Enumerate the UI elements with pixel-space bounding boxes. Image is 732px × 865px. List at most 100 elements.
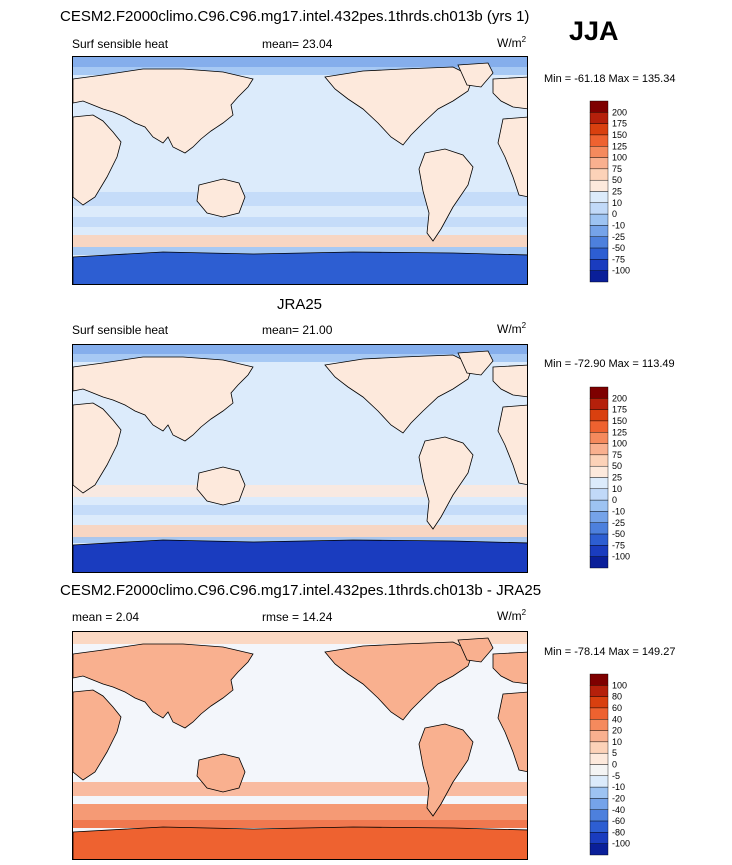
panel-2-units: W/m2 bbox=[497, 321, 527, 336]
continent-namerica bbox=[324, 641, 474, 721]
colorbar-swatch bbox=[589, 247, 609, 260]
panel-2-min-max: Min = -72.90 Max = 113.49 bbox=[544, 358, 675, 370]
colorbar-swatch bbox=[589, 157, 609, 170]
colorbar-swatch bbox=[589, 112, 609, 124]
colorbar-swatch bbox=[589, 522, 609, 535]
colorbar-tick-label: 200 bbox=[612, 393, 627, 403]
continent-europe bbox=[492, 364, 527, 398]
colorbar-swatch bbox=[589, 488, 609, 501]
colorbar-tick-label: 150 bbox=[612, 416, 627, 426]
panel-1-units: W/m2 bbox=[497, 35, 527, 50]
colorbar-swatch bbox=[589, 696, 609, 709]
colorbar-tick-label: -40 bbox=[612, 805, 625, 815]
field-band-0 bbox=[73, 632, 527, 644]
colorbar-swatch bbox=[589, 741, 609, 754]
colorbar-swatch bbox=[589, 123, 609, 136]
panel-3-units: W/m2 bbox=[497, 608, 527, 623]
colorbar-swatch bbox=[589, 191, 609, 204]
continent-greenland bbox=[457, 62, 494, 88]
colorbar-tick-label: 50 bbox=[612, 461, 622, 471]
colorbar-swatch bbox=[589, 843, 609, 856]
panel-2-mean-label: mean= 21.00 bbox=[262, 323, 333, 337]
colorbar-tick-label: 175 bbox=[612, 405, 627, 415]
panel-1-colorbar: 200 175 150 125 100 75 50 25 10 0 -10 -25 -50 -75 -100 bbox=[589, 100, 630, 283]
panel-1-variable-label: Surf sensible heat bbox=[72, 37, 169, 51]
colorbar-tick-label: 25 bbox=[612, 473, 622, 483]
colorbar-swatch bbox=[589, 409, 609, 422]
colorbar-tick-label: 25 bbox=[612, 187, 622, 197]
colorbar-tick-label: 75 bbox=[612, 450, 622, 460]
continent-eurasia bbox=[73, 68, 254, 154]
panel-3-title: CESM2.F2000climo.C96.C96.mg17.intel.432p… bbox=[60, 582, 542, 599]
continent-greenland bbox=[457, 637, 494, 663]
colorbar-swatch bbox=[589, 533, 609, 546]
colorbar-swatch bbox=[589, 752, 609, 765]
colorbar-swatch bbox=[589, 432, 609, 444]
colorbar-tick-label: -20 bbox=[612, 793, 625, 803]
panel-1-mean-label: mean= 23.04 bbox=[262, 37, 333, 51]
colorbar-swatch bbox=[589, 420, 609, 433]
colorbar-swatch bbox=[589, 556, 609, 569]
field-band-3 bbox=[73, 820, 527, 828]
colorbar-tick-label: 60 bbox=[612, 703, 622, 713]
colorbar-tick-label: -50 bbox=[612, 243, 625, 253]
colorbar-swatch bbox=[589, 134, 609, 147]
colorbar-tick-label: -10 bbox=[612, 506, 625, 516]
field-band-0 bbox=[73, 345, 527, 354]
colorbar-tick-label: 50 bbox=[612, 175, 622, 185]
continent-africa bbox=[73, 689, 527, 781]
colorbar-tick-label: 0 bbox=[612, 760, 617, 770]
colorbar-tick-label: -100 bbox=[612, 266, 630, 276]
colorbar-swatch bbox=[589, 465, 609, 478]
panel-1-min-max: Min = -61.18 Max = 135.34 bbox=[544, 73, 676, 85]
panel-2-colorbar: 200 175 150 125 100 75 50 25 10 0 -10 -25 -50 -75 -100 bbox=[589, 386, 630, 569]
colorbar-tick-label: 10 bbox=[612, 198, 622, 208]
field-band-3 bbox=[73, 505, 527, 515]
continent-australia bbox=[196, 753, 246, 793]
colorbar-tick-label: -75 bbox=[612, 540, 625, 550]
continent-namerica bbox=[324, 66, 474, 146]
field-band-1 bbox=[73, 782, 527, 796]
colorbar-swatch bbox=[589, 386, 609, 399]
colorbar-tick-label: 0 bbox=[612, 495, 617, 505]
colorbar-tick-label: -10 bbox=[612, 220, 625, 230]
colorbar-swatch bbox=[589, 730, 609, 743]
colorbar-tick-label: 10 bbox=[612, 484, 622, 494]
colorbar-swatch bbox=[589, 454, 609, 467]
colorbar-swatch bbox=[589, 786, 609, 799]
colorbar-swatch bbox=[589, 213, 609, 226]
colorbar-tick-label: -10 bbox=[612, 782, 625, 792]
colorbar-swatch bbox=[589, 832, 609, 844]
continent-africa bbox=[73, 402, 527, 494]
colorbar-tick-label: -25 bbox=[612, 232, 625, 242]
colorbar-swatch bbox=[589, 100, 609, 113]
colorbar-swatch bbox=[589, 443, 609, 456]
continent-eurasia bbox=[73, 356, 254, 442]
field-band-2 bbox=[73, 192, 527, 206]
colorbar-tick-label: 150 bbox=[612, 130, 627, 140]
colorbar-swatch bbox=[589, 270, 609, 283]
colorbar-tick-label: 75 bbox=[612, 164, 622, 174]
colorbar-tick-label: 125 bbox=[612, 141, 627, 151]
continent-greenland bbox=[457, 350, 494, 376]
colorbar-swatch bbox=[589, 168, 609, 181]
colorbar-tick-label: 5 bbox=[612, 748, 617, 758]
colorbar-swatch bbox=[589, 202, 609, 215]
field-band-4 bbox=[73, 525, 527, 539]
colorbar-swatch bbox=[589, 499, 609, 512]
continent-australia bbox=[196, 178, 246, 218]
colorbar-tick-label: 40 bbox=[612, 714, 622, 724]
colorbar-swatch bbox=[589, 477, 609, 490]
colorbar-tick-label: -100 bbox=[612, 839, 630, 849]
continent-antarctica bbox=[73, 539, 527, 572]
colorbar-tick-label: 200 bbox=[612, 107, 627, 117]
field-band-1 bbox=[73, 354, 527, 362]
colorbar-tick-label: -60 bbox=[612, 816, 625, 826]
continent-africa bbox=[73, 114, 527, 206]
panel-3-mean-label: mean = 2.04 bbox=[72, 610, 140, 624]
colorbar-tick-label: 0 bbox=[612, 209, 617, 219]
panel-1-map bbox=[72, 56, 528, 285]
colorbar-swatch bbox=[589, 179, 609, 192]
panel-3-map bbox=[72, 631, 528, 860]
colorbar-tick-label: 10 bbox=[612, 737, 622, 747]
